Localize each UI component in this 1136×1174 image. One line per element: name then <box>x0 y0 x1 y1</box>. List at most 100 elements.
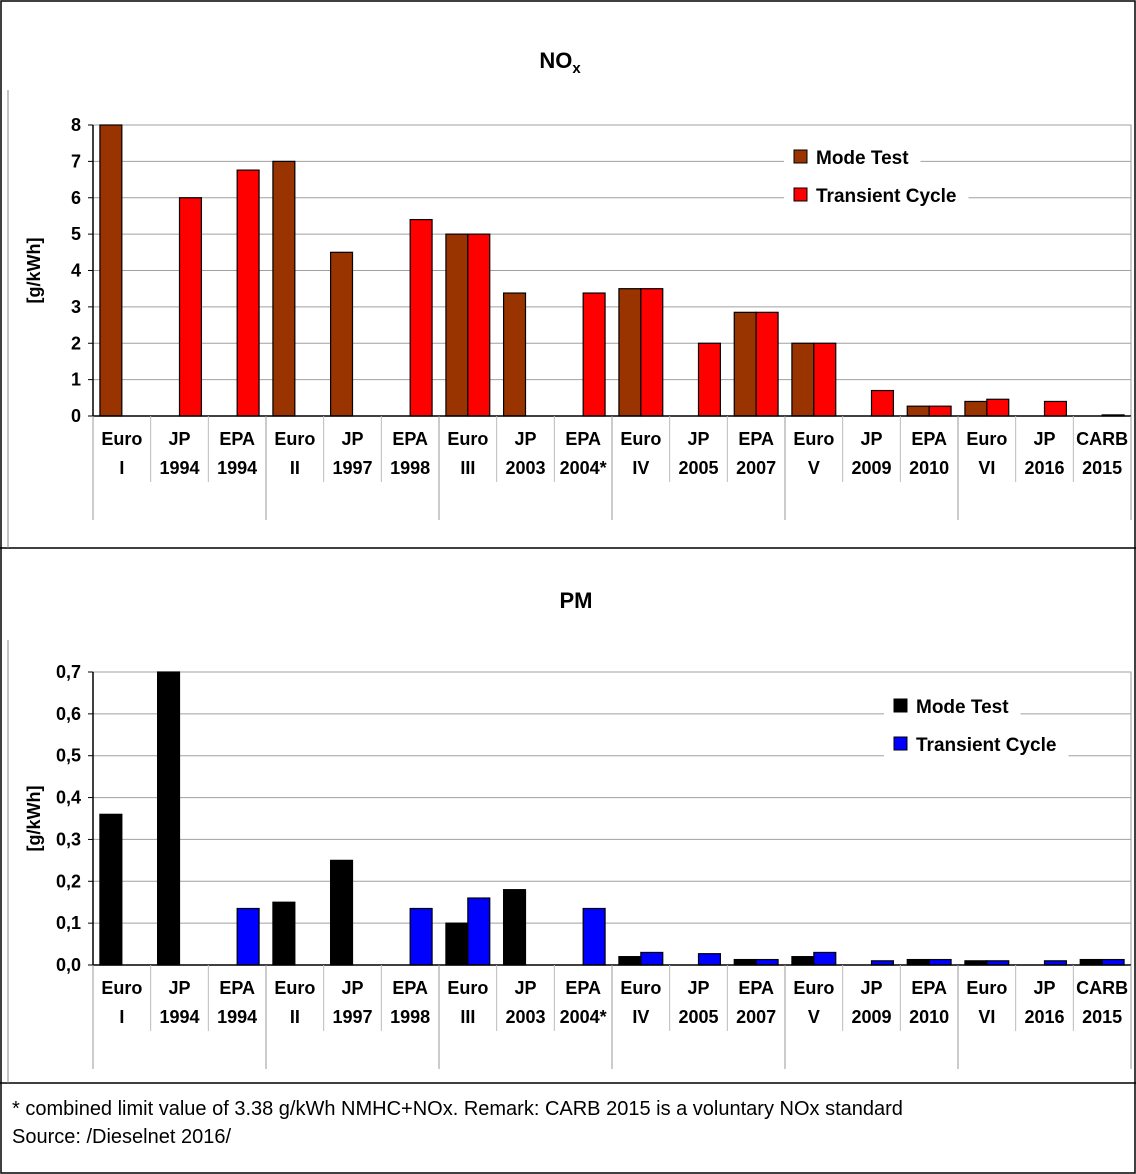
legend-label: Mode Test <box>816 148 909 169</box>
category-label: 1994 <box>217 458 257 478</box>
bar <box>697 953 722 966</box>
source-text: Source: /Dieselnet 2016/ <box>12 1126 232 1148</box>
category-label: JP <box>168 978 190 998</box>
y-tick-label: 6 <box>71 188 81 208</box>
y-tick-label: 3 <box>71 297 81 317</box>
bar <box>445 233 469 417</box>
category-label: 2010 <box>909 458 949 478</box>
category-label: Euro <box>274 978 315 998</box>
bar <box>733 958 757 966</box>
category-label: II <box>290 1007 300 1027</box>
bar <box>986 398 1010 417</box>
category-label: EPA <box>911 978 947 998</box>
pm-chart: PM 0,0 0,1 0,2 0,3 0,4 0,5 0,6 0,7 [g/kWh] Euro I JP… <box>24 588 1132 1069</box>
chart-title: NOx <box>539 48 581 77</box>
legend-swatch <box>793 187 808 202</box>
category-label: Euro <box>101 978 142 998</box>
legend-swatch <box>893 736 908 751</box>
bar <box>236 169 260 417</box>
category-label: JP <box>860 978 882 998</box>
category-label: Euro <box>966 429 1007 449</box>
category-label: 2005 <box>678 1007 718 1027</box>
category-label: VI <box>978 1007 995 1027</box>
y-tick-label: 5 <box>71 224 81 244</box>
footnote-text: * combined limit value of 3.38 g/kWh NMH… <box>12 1098 903 1120</box>
bar <box>697 342 722 417</box>
bar <box>813 951 837 966</box>
legend-label: Transient Cycle <box>916 735 1056 756</box>
category-label: 2009 <box>851 458 891 478</box>
bar <box>272 160 296 417</box>
category-label: IV <box>632 1007 649 1027</box>
category-label: 2007 <box>736 1007 776 1027</box>
category-label: II <box>290 458 300 478</box>
category-label: 2010 <box>909 1007 949 1027</box>
y-tick-label: 0,1 <box>56 913 81 933</box>
bar <box>467 897 491 966</box>
category-label: 1998 <box>390 458 430 478</box>
plot-area <box>92 671 1132 966</box>
legend-swatch <box>793 149 808 164</box>
y-tick-label: 0,2 <box>56 871 81 891</box>
chart-title-subscript: x <box>572 60 581 77</box>
category-label: 2016 <box>1024 1007 1064 1027</box>
chart-title: PM <box>560 588 593 613</box>
bar <box>755 958 779 966</box>
chart-title-main: NO <box>539 48 572 73</box>
bar <box>1043 400 1068 417</box>
category-label: 2009 <box>851 1007 891 1027</box>
bar <box>582 907 606 966</box>
category-label: 1994 <box>159 1007 199 1027</box>
category-label: 2003 <box>505 458 545 478</box>
category-label: JP <box>1033 978 1055 998</box>
legend-background <box>884 730 1069 758</box>
bar <box>618 956 642 966</box>
bar <box>618 288 642 417</box>
category-label: V <box>808 1007 820 1027</box>
category-label: JP <box>514 978 536 998</box>
category-label: JP <box>341 429 363 449</box>
category-label: EPA <box>392 978 428 998</box>
category-label: 1994 <box>159 458 199 478</box>
bar <box>640 288 664 417</box>
category-label: Euro <box>101 429 142 449</box>
category-label: JP <box>860 429 882 449</box>
bar <box>791 956 815 966</box>
category-label: EPA <box>738 429 774 449</box>
category-label: Euro <box>966 978 1007 998</box>
legend-swatch <box>893 698 908 713</box>
category-label: 2016 <box>1024 458 1064 478</box>
nox-chart: NOx 0 1 2 3 4 5 6 7 8 [g/kWh] Euro I JP 1994 EPA 1994 Eur… <box>24 48 1132 520</box>
y-tick-label: 0,4 <box>56 788 81 808</box>
category-label: CARB <box>1076 978 1128 998</box>
bar <box>409 907 433 966</box>
category-label: EPA <box>911 429 947 449</box>
bar <box>156 671 181 966</box>
y-tick-label: 8 <box>71 115 81 135</box>
category-label: VI <box>978 458 995 478</box>
category-label: Euro <box>620 429 661 449</box>
bar <box>467 233 491 417</box>
category-label: EPA <box>219 429 255 449</box>
category-label: JP <box>687 429 709 449</box>
y-tick-label: 0,0 <box>56 955 81 975</box>
y-tick-label: 1 <box>71 370 81 390</box>
category-label: 2004* <box>560 1007 607 1027</box>
bar <box>502 292 527 417</box>
category-label: Euro <box>793 978 834 998</box>
y-tick-label: 7 <box>71 151 81 171</box>
category-label: V <box>808 458 820 478</box>
bar <box>906 405 930 417</box>
category-label: CARB <box>1076 429 1128 449</box>
category-label: I <box>119 458 124 478</box>
category-label: 1994 <box>217 1007 257 1027</box>
bar <box>178 197 203 417</box>
y-tick-label: 2 <box>71 333 81 353</box>
bar <box>906 958 930 966</box>
bar <box>409 218 433 417</box>
y-tick-label: 0 <box>71 406 81 426</box>
bar <box>964 400 988 417</box>
